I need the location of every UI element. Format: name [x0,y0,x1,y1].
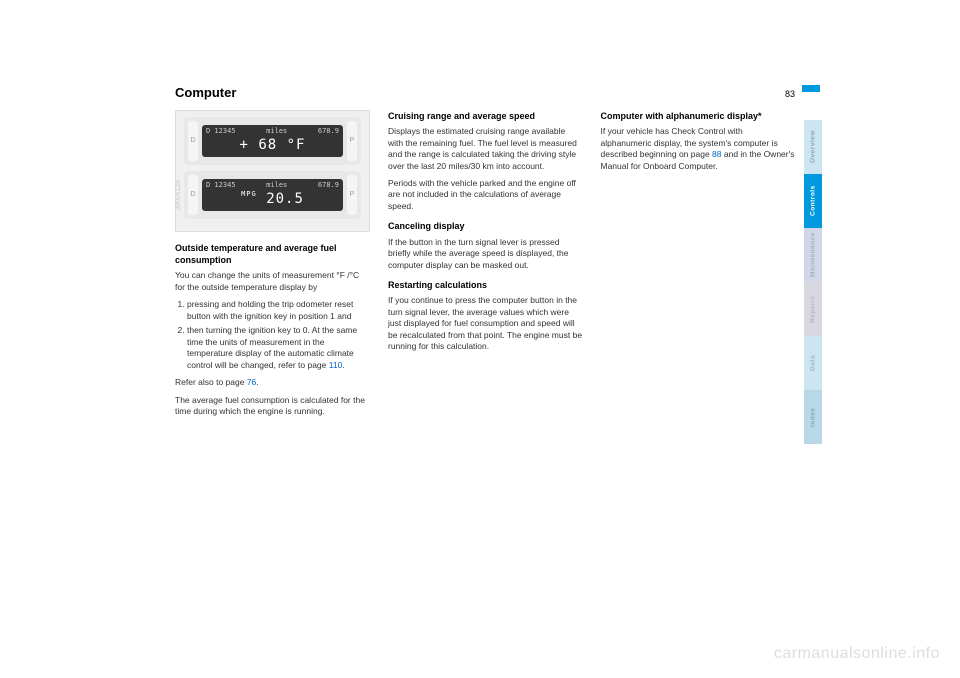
dash-panel-1: D D 12345 miles 678.9 + 68 °F P [184,117,361,165]
heading-alphanumeric: Computer with alphanumeric display* [601,110,796,122]
dash-btn-d: D [188,121,198,161]
para-cruising-2: Periods with the vehicle parked and the … [388,178,583,212]
page-number: 83 [785,89,795,99]
tab-index[interactable]: Index [804,390,822,444]
tab-repairs[interactable]: Repairs [804,282,822,336]
heading-restarting: Restarting calculations [388,279,583,291]
dash-btn-d2: D [188,175,198,215]
trip-1: 678.9 [318,127,339,136]
link-76[interactable]: 76 [247,377,256,387]
columns: 390us128 D D 12345 miles 678.9 + 68 °F P [175,110,795,423]
tab-data[interactable]: Data [804,336,822,390]
watermark: carmanualsonline.info [774,645,940,663]
temp-reading: + 68 °F [206,136,339,155]
dash-btn-p2: P [347,175,357,215]
dash-btn-p: P [347,121,357,161]
para-canceling: If the button in the turn signal lever i… [388,237,583,271]
page-content: Computer 83 390us128 D D 12345 miles 678… [175,85,795,423]
dash-screen-2: D 12345 miles 678.9 MPG 20.5 [202,179,343,211]
trip-2: 678.9 [318,181,339,190]
heading-outside-temp: Outside temperature and average fuel con… [175,242,370,266]
tab-controls[interactable]: Controls [804,174,822,228]
odometer-1: D 12345 [206,127,236,136]
column-3: Computer with alphanumeric display* If y… [601,110,796,423]
dashboard-figure: 390us128 D D 12345 miles 678.9 + 68 °F P [175,110,370,232]
tab-overview[interactable]: Overview [804,120,822,174]
dash-panel-2: D D 12345 miles 678.9 MPG 20.5 P [184,171,361,219]
section-marker [802,85,820,92]
page-title: Computer [175,85,236,100]
mpg-label: MPG [241,190,257,198]
column-2: Cruising range and average speed Display… [388,110,583,423]
steps-list: pressing and holding the trip odometer r… [175,299,370,371]
step-2: then turning the ignition key to 0. At t… [187,325,370,371]
heading-canceling: Canceling display [388,220,583,232]
step-1: pressing and holding the trip odometer r… [187,299,370,322]
side-tabs: Overview Controls Maintenance Repairs Da… [804,120,822,444]
header-row: Computer 83 [175,85,795,100]
para-refer: Refer also to page 76. [175,377,370,388]
para-alphanumeric: If your vehicle has Check Control with a… [601,126,796,172]
heading-cruising: Cruising range and average speed [388,110,583,122]
link-110[interactable]: 110 [329,360,343,370]
para-restarting: If you continue to press the computer bu… [388,295,583,352]
dash-screen-1: D 12345 miles 678.9 + 68 °F [202,125,343,157]
column-1: 390us128 D D 12345 miles 678.9 + 68 °F P [175,110,370,423]
odometer-2: D 12345 [206,181,236,190]
para-cruising-1: Displays the estimated cruising range av… [388,126,583,172]
tab-maintenance[interactable]: Maintenance [804,228,822,282]
mpg-reading: 20.5 [266,191,304,207]
para-units: You can change the units of measurement … [175,270,370,293]
link-88[interactable]: 88 [712,149,721,159]
unit-miles-2: miles [266,181,287,190]
unit-miles-1: miles [266,127,287,136]
figure-label: 390us128 [174,180,183,211]
para-avg-fuel: The average fuel consumption is calculat… [175,395,370,418]
